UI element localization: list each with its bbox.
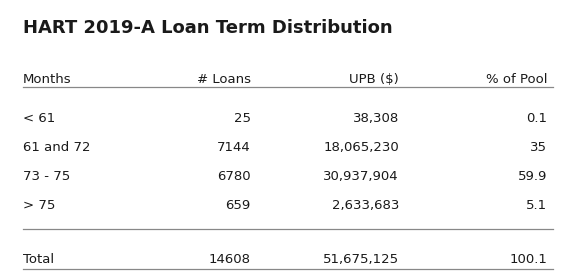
Text: 0.1: 0.1: [526, 112, 547, 125]
Text: 61 and 72: 61 and 72: [23, 141, 90, 154]
Text: 7144: 7144: [217, 141, 251, 154]
Text: Total: Total: [23, 253, 54, 266]
Text: 35: 35: [530, 141, 547, 154]
Text: 51,675,125: 51,675,125: [323, 253, 399, 266]
Text: > 75: > 75: [23, 199, 55, 212]
Text: 30,937,904: 30,937,904: [323, 170, 399, 183]
Text: HART 2019-A Loan Term Distribution: HART 2019-A Loan Term Distribution: [23, 19, 392, 37]
Text: 59.9: 59.9: [518, 170, 547, 183]
Text: # Loans: # Loans: [197, 73, 251, 86]
Text: 38,308: 38,308: [353, 112, 399, 125]
Text: 6780: 6780: [217, 170, 251, 183]
Text: 659: 659: [226, 199, 251, 212]
Text: Months: Months: [23, 73, 71, 86]
Text: < 61: < 61: [23, 112, 55, 125]
Text: 5.1: 5.1: [526, 199, 547, 212]
Text: UPB ($): UPB ($): [349, 73, 399, 86]
Text: 18,065,230: 18,065,230: [323, 141, 399, 154]
Text: 100.1: 100.1: [510, 253, 547, 266]
Text: 2,633,683: 2,633,683: [332, 199, 399, 212]
Text: % of Pool: % of Pool: [486, 73, 547, 86]
Text: 14608: 14608: [209, 253, 251, 266]
Text: 25: 25: [234, 112, 251, 125]
Text: 73 - 75: 73 - 75: [23, 170, 70, 183]
